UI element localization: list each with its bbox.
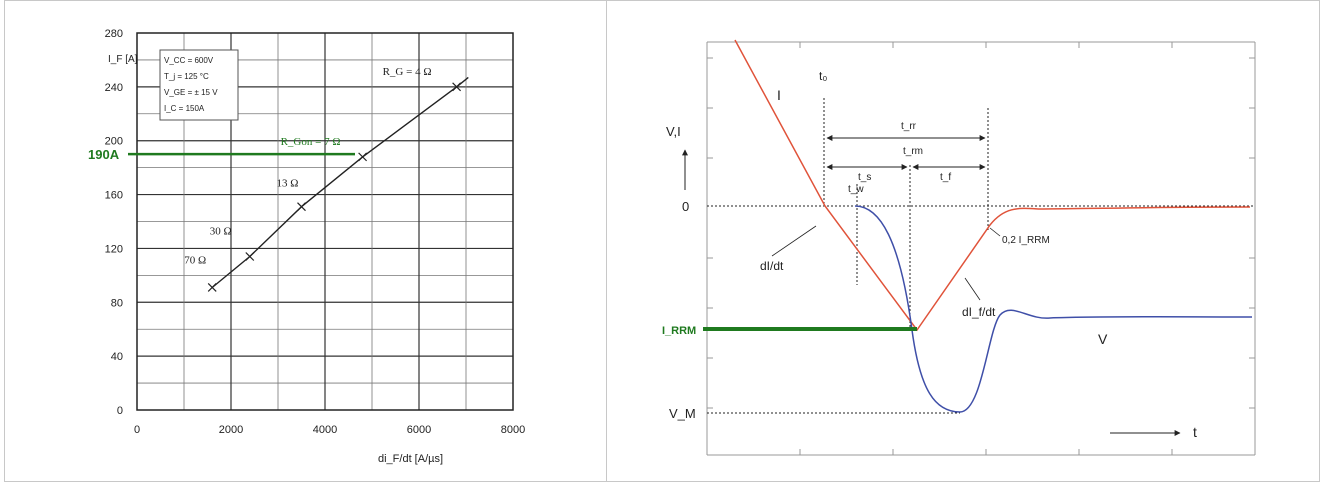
difdt-leader xyxy=(964,277,981,301)
left-y-tick-label: 120 xyxy=(105,243,123,255)
current-label: I xyxy=(777,87,781,103)
conditions-box: V_CC = 600V T_j = 125 °C V_GE = ± 15 V I… xyxy=(159,49,239,121)
left-point-label: 13 Ω xyxy=(277,178,299,190)
left-point-label: R_G = 4 Ω xyxy=(383,66,432,78)
left-series xyxy=(207,76,469,292)
left-plot-border xyxy=(136,32,514,411)
condition-ic: I_C = 150A xyxy=(164,104,205,113)
left-x-tick-label: 2000 xyxy=(219,424,243,436)
panel-divider xyxy=(606,0,607,482)
condition-vge: V_GE = ± 15 V xyxy=(164,88,218,97)
interval-arrows xyxy=(682,135,1181,436)
left-x-tick-label: 4000 xyxy=(313,424,337,436)
ts-label: t_s xyxy=(858,172,871,183)
left-y-tick-label: 80 xyxy=(111,297,123,309)
left-point-label: 70 Ω xyxy=(184,254,206,266)
tf-label: t_f xyxy=(940,172,951,183)
tw-label: t_w xyxy=(848,184,864,195)
left-y-tick-label: 40 xyxy=(111,351,123,363)
t-axis-label: t xyxy=(1193,424,1197,440)
left-x-tick-labels: 0 2000 4000 6000 8000 xyxy=(134,424,525,436)
trr-label: t_rr xyxy=(901,121,917,132)
left-x-tick-label: 6000 xyxy=(407,424,431,436)
voltage-label: V xyxy=(1098,331,1108,347)
zero-label: 0 xyxy=(682,199,689,214)
didt-label: dI/dt xyxy=(760,259,784,273)
vm-label: V_M xyxy=(669,406,696,421)
irrm-marker-label: I_RRM xyxy=(662,325,696,337)
annotation-190a-label: 190A xyxy=(88,147,120,162)
difdt-label: dI_f/dt xyxy=(962,305,996,319)
condition-tj: T_j = 125 °C xyxy=(164,72,209,81)
left-y-tick-label: 0 xyxy=(117,405,123,417)
didt-leader xyxy=(771,225,817,257)
left-point-labels: 70 Ω 30 Ω 13 Ω R_Gon = 7 Ω R_G = 4 Ω xyxy=(184,66,431,267)
left-y-tick-label: 280 xyxy=(105,28,123,40)
irrm-fraction-leader xyxy=(989,227,1001,237)
trm-label: t_rm xyxy=(903,146,923,157)
right-chart: V,I t I V 0 t₀ t_w t_rr t_rm t_s t_f dI/… xyxy=(662,39,1256,456)
left-x-tick-label: 8000 xyxy=(501,424,525,436)
right-grid xyxy=(706,41,1256,456)
left-data-point xyxy=(297,202,306,212)
left-y-tick-labels: 0 40 80 120 160 200 240 280 xyxy=(105,28,123,417)
annotation-190a: 190A xyxy=(88,147,355,162)
reference-lines xyxy=(707,98,1255,414)
condition-vcc: V_CC = 600V xyxy=(164,56,214,65)
vi-axis-label: V,I xyxy=(666,124,681,139)
left-y-axis-label: I_F [A] xyxy=(108,54,138,65)
left-y-tick-label: 200 xyxy=(105,136,123,148)
t0-label: t₀ xyxy=(819,69,827,83)
left-data-point xyxy=(207,283,217,292)
left-data-point xyxy=(245,252,255,261)
left-x-axis-label: di_F/dt [A/µs] xyxy=(378,453,443,465)
left-point-label: 30 Ω xyxy=(210,226,232,238)
left-data-point xyxy=(452,82,462,92)
left-point-label: R_Gon = 7 Ω xyxy=(281,136,341,148)
left-y-tick-label: 160 xyxy=(105,190,123,202)
left-y-tick-label: 240 xyxy=(105,82,123,94)
current-curve xyxy=(734,39,1251,332)
figure-frame xyxy=(4,0,1320,482)
irrm-fraction-label: 0,2 I_RRM xyxy=(1002,235,1050,246)
left-data-point xyxy=(358,152,368,162)
left-x-tick-label: 0 xyxy=(134,424,140,436)
left-chart: 0 40 80 120 160 200 240 280 0 2000 4000 6000 8000 7… xyxy=(88,28,525,465)
voltage-curve xyxy=(854,205,1253,413)
